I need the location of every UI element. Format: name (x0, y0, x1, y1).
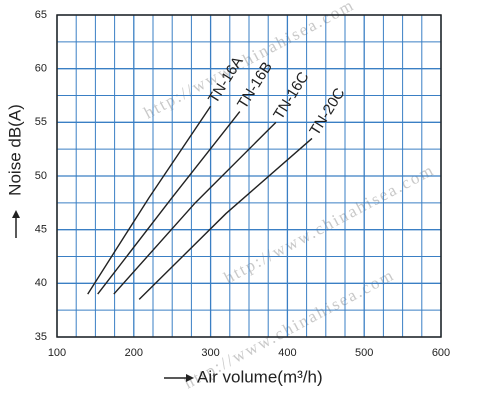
y-arrow-head (12, 210, 20, 218)
watermark: http://www.chinahisea.com (221, 160, 438, 288)
series-line (97, 111, 241, 295)
x-arrow-head (186, 374, 194, 382)
plot-border (56, 14, 442, 338)
y-tick-label: 55 (35, 116, 47, 128)
plot (87, 105, 313, 300)
y-tick-label: 45 (35, 224, 47, 236)
x-tick-label: 300 (201, 347, 219, 359)
x-tick-label: 400 (278, 347, 296, 359)
y-tick-label: 60 (35, 63, 47, 75)
y-axis-label: Noise dB(A) (5, 104, 24, 196)
x-tick-label: 500 (355, 347, 373, 359)
grid (56, 14, 442, 338)
y-tick-label: 40 (35, 277, 47, 289)
y-tick-label: 35 (35, 331, 47, 343)
series-line (87, 105, 212, 295)
y-tick-label: 65 (35, 9, 47, 21)
x-axis-label: Air volume(m³/h) (197, 367, 323, 386)
series-label: TN-20C (306, 85, 348, 139)
series-line (138, 137, 313, 300)
x-tick-label: 200 (125, 347, 143, 359)
series-line (113, 121, 277, 295)
y-tick-label: 50 (35, 170, 47, 182)
x-tick-label: 600 (432, 347, 450, 359)
x-tick-label: 100 (48, 347, 66, 359)
